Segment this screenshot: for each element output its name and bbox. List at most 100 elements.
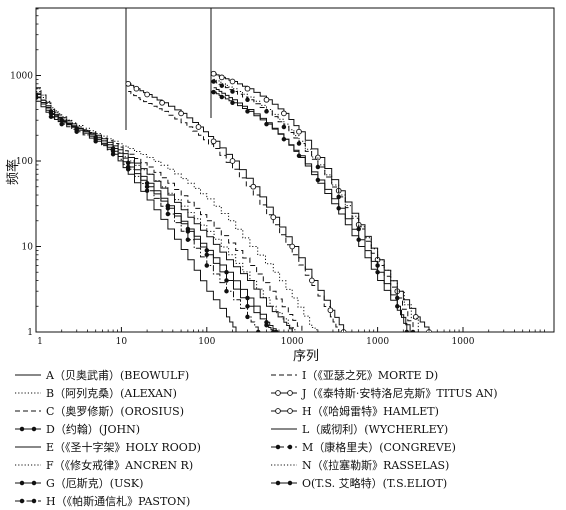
series-marker-o-6 <box>296 153 302 159</box>
series-line-m <box>213 81 414 332</box>
legend-label-d: D（约翰）(JOHN) <box>46 423 141 436</box>
series-marker-j-3 <box>159 99 165 106</box>
series-marker-h1-6 <box>125 167 131 172</box>
plot-frame <box>35 7 555 333</box>
x-tick-label-4: 1000 <box>366 337 389 347</box>
legend-label-g: G（厄斯克）(USK) <box>46 477 144 490</box>
frequency-rank-chart: 1 10 100 1000 1000 1000 1 10 100 1000 频率 序列 <box>5 7 555 364</box>
series-marker-j-0 <box>125 80 132 87</box>
legend-swatch-b <box>15 392 41 394</box>
series-marker-j-4 <box>178 110 184 117</box>
series-marker-g-12 <box>245 295 250 301</box>
series-marker-h1-3 <box>74 129 79 134</box>
legend-swatch-c <box>15 410 41 412</box>
series-marker-m-0 <box>211 79 216 84</box>
series-line-b <box>36 88 297 332</box>
series-marker-j-5 <box>195 124 202 130</box>
x-tick-label-0: 1 <box>37 337 43 347</box>
series-marker-d-11 <box>224 278 229 283</box>
legend-entry-g: G（厄斯克）(USK) <box>14 474 143 492</box>
x-axis-title: 序列 <box>293 349 319 364</box>
series-line-j <box>128 83 345 332</box>
series-marker-h1-1 <box>48 114 54 119</box>
series-line-d <box>36 94 274 332</box>
legend-label-b: B（阿列克桑）(ALEXAN) <box>46 387 177 400</box>
series-marker-h1-0 <box>36 95 39 100</box>
series-line-f <box>36 91 319 332</box>
series-marker-d-12 <box>245 304 250 309</box>
legend-swatch-g <box>15 480 41 486</box>
series-marker-o-9 <box>356 237 361 242</box>
series-marker-h2-0 <box>210 70 217 77</box>
series-marker-o-10 <box>375 269 380 275</box>
legend-label-e: E（《圣十字架》HOLY ROOD) <box>46 441 201 454</box>
series-marker-m-4 <box>264 109 269 114</box>
legend-swatch-n <box>271 464 297 466</box>
legend-entry-d: D（约翰）(JOHN) <box>14 420 140 438</box>
series-marker-m-12 <box>410 329 416 332</box>
legend-swatch-o <box>271 480 297 486</box>
legend-entry-h1: H（《帕斯通信札》PASTON) <box>14 492 190 510</box>
series-line-g <box>36 96 277 332</box>
legend-swatch-a <box>15 374 41 376</box>
legend-label-o: O(T.S. 艾略特）(T.S.ELIOT) <box>302 477 448 490</box>
legend-label-h2: H（《哈姆雷特》HAMLET) <box>302 405 439 418</box>
series-marker-h2-1 <box>218 74 225 81</box>
series-line-l <box>213 87 411 332</box>
legend-entry-a: A（贝奥武甫）(BEOWULF) <box>14 366 189 384</box>
legend-label-c: C（奥罗修斯）(OROSIUS) <box>46 405 185 418</box>
series-marker-h1-5 <box>110 151 116 157</box>
series-line-e <box>36 92 237 332</box>
series-marker-h1-4 <box>93 139 98 144</box>
legend-swatch-h2 <box>271 408 297 414</box>
legend-label-j: J（《泰特斯·安特洛尼克斯》TITUS AN) <box>302 387 498 400</box>
legend-label-a: A（贝奥武甫）(BEOWULF) <box>46 369 190 382</box>
series-marker-g-11 <box>224 269 229 275</box>
series-marker-m-7 <box>315 164 321 170</box>
legend-swatch-m <box>271 444 297 450</box>
series-marker-h1-2 <box>59 121 64 127</box>
legend-entry-n: N（《拉塞勒斯》RASSELAS) <box>270 456 449 474</box>
legend-entry-e: E（《圣十字架》HOLY ROOD) <box>14 438 201 456</box>
series-line-o <box>213 91 408 332</box>
series-marker-j-2 <box>144 91 150 98</box>
x-tick-label-2: 100 <box>198 337 215 347</box>
series-marker-o-7 <box>315 177 321 183</box>
series-line-n <box>213 78 419 332</box>
series-marker-h1-9 <box>185 237 191 242</box>
series-marker-m-1 <box>219 83 225 88</box>
x-tick-label-1: 10 <box>116 337 128 347</box>
x-tick-label-3: 1000 <box>281 337 304 347</box>
series-marker-m-5 <box>281 124 287 130</box>
series-line-i <box>128 91 340 332</box>
series-marker-h1-10 <box>204 263 210 268</box>
legend-entry-b: B（阿列克桑）(ALEXAN) <box>14 384 177 402</box>
legend-swatch-l <box>271 428 297 430</box>
series-marker-g-14 <box>273 329 279 332</box>
series-marker-d-10 <box>204 252 210 258</box>
legend-label-l: L（威彻利）(WYCHERLEY) <box>302 423 449 436</box>
legend-entry-h2: H（《哈姆雷特》HAMLET) <box>270 402 439 420</box>
tick-labels: 1 10 100 1000 1000 1000 1 10 100 1000 <box>10 72 475 348</box>
y-axis-title: 频率 <box>5 159 21 185</box>
legend-swatch-i <box>271 374 297 376</box>
y-tick-label-1: 10 <box>22 243 34 253</box>
y-tick-label-0: 1 <box>27 328 33 338</box>
series-marker-m-6 <box>296 141 302 146</box>
series-line-h1 <box>36 97 259 332</box>
legend-entry-m: M（康格里夫）(CONGREVE) <box>270 438 456 456</box>
series-marker-j-9 <box>270 214 277 221</box>
y-tick-label-2: 100 <box>16 157 33 167</box>
series-marker-h2-5 <box>281 110 287 117</box>
series-marker-j-6 <box>210 138 217 145</box>
series-marker-o-0 <box>211 89 216 95</box>
axis-ticks <box>35 8 545 333</box>
series-marker-o-11 <box>395 304 400 309</box>
series-marker-m-8 <box>336 194 341 200</box>
series-marker-j-7 <box>229 158 236 164</box>
legend: A（贝奥武甫）(BEOWULF) B（阿列克桑）(ALEXAN) C（奥罗修斯）(O… <box>0 366 566 510</box>
series-marker-h2-3 <box>244 85 251 92</box>
series-marker-j-12 <box>327 307 334 314</box>
series-marker-o-1 <box>219 94 225 100</box>
legend-entry-l: L（威彻利）(WYCHERLEY) <box>270 420 448 438</box>
